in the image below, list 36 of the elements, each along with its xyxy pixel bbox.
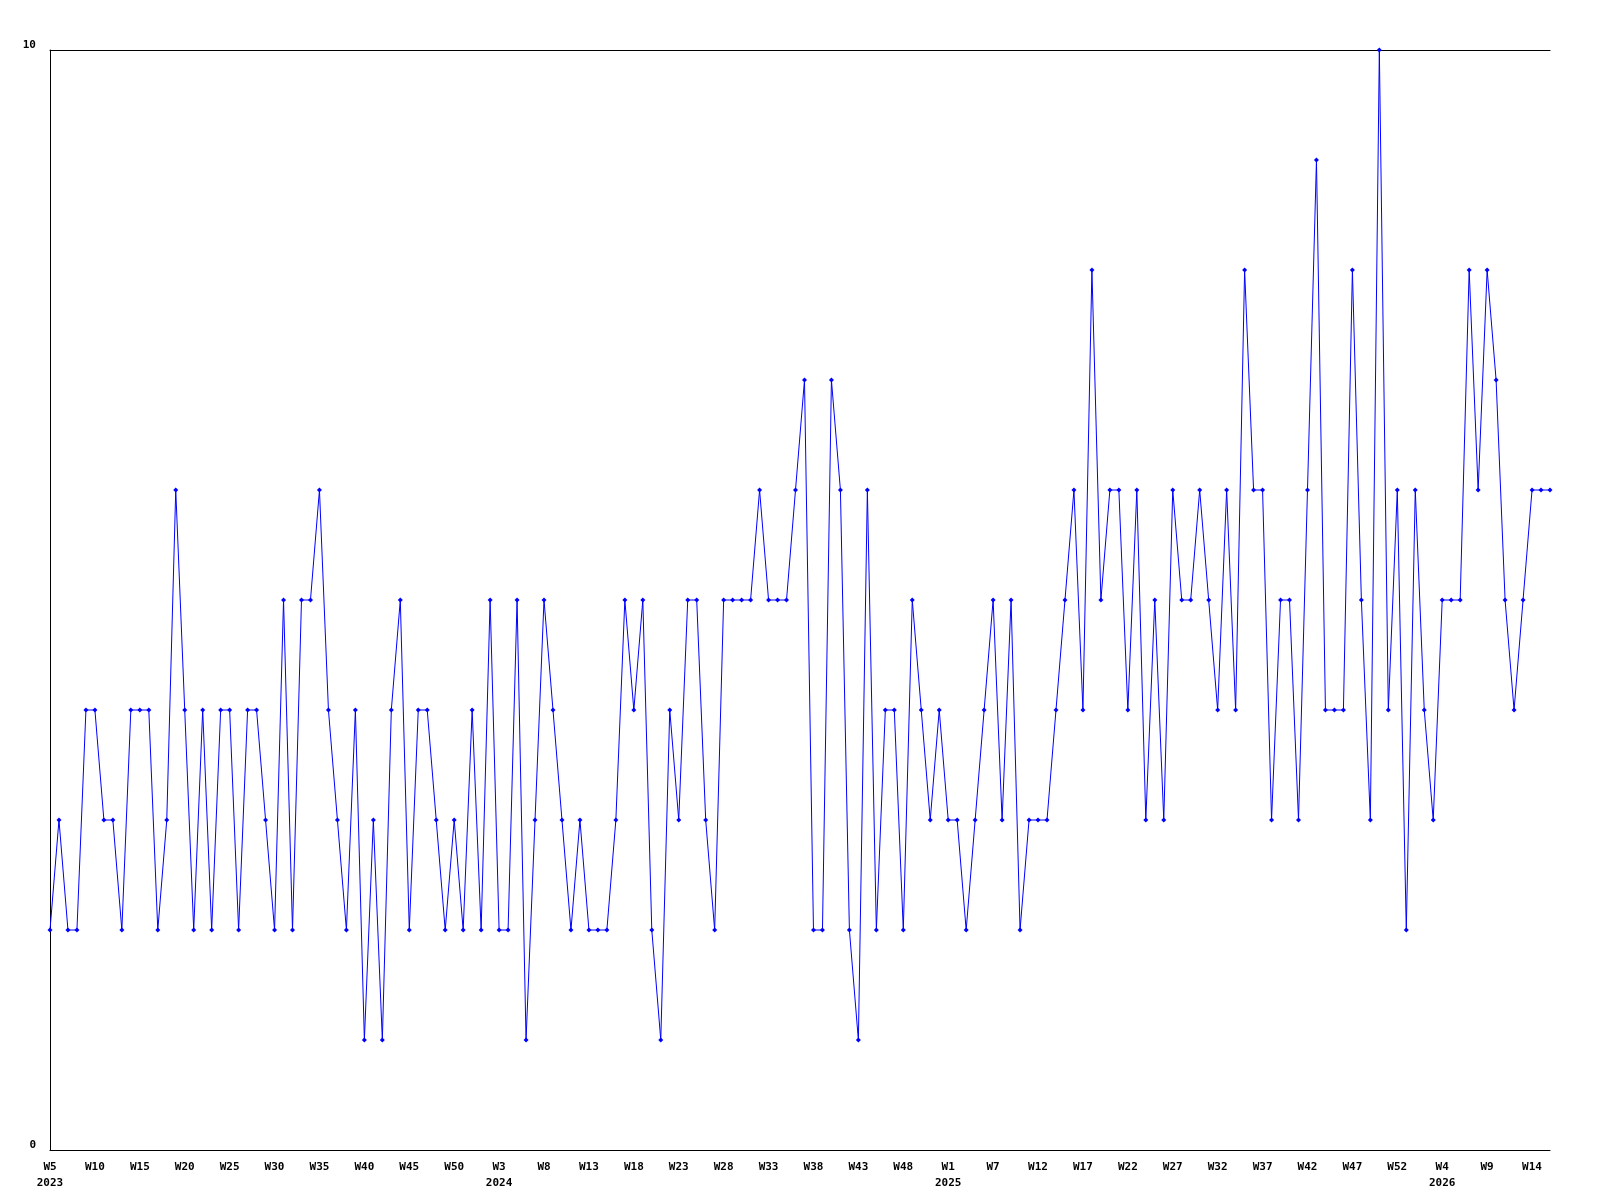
x-tick-label: W7 <box>986 1159 1000 1173</box>
x-tick-label: W43 <box>848 1159 869 1173</box>
x-tick-label: W13 <box>578 1159 599 1173</box>
x-tick-label: W18 <box>623 1159 644 1173</box>
x-tick-label: W47 <box>1342 1159 1363 1173</box>
x-tick-label: W14 <box>1522 1159 1543 1173</box>
x-tick-label: W4 2026 <box>1428 1159 1456 1189</box>
x-tick-label: W1 2025 <box>934 1159 962 1189</box>
x-tick-label: W10 <box>84 1159 105 1173</box>
x-tick-label: W9 <box>1480 1159 1494 1173</box>
x-tick-label: W5 2023 <box>36 1159 64 1189</box>
x-tick-label: W30 <box>264 1159 285 1173</box>
x-tick-label: W42 <box>1297 1159 1318 1173</box>
x-tick-label: W27 <box>1162 1159 1183 1173</box>
x-tick-label: W38 <box>803 1159 824 1173</box>
x-tick-label: W22 <box>1117 1159 1138 1173</box>
x-tick-label: W15 <box>129 1159 150 1173</box>
x-tick-label: W28 <box>713 1159 734 1173</box>
x-tick-label: W12 <box>1028 1159 1048 1173</box>
x-tick-label: W35 <box>309 1159 330 1173</box>
x-tick-label: W25 <box>219 1159 240 1173</box>
x-tick-label: W23 <box>668 1159 689 1173</box>
x-tick-label: W3 2024 <box>485 1159 513 1189</box>
x-tick-label: W32 <box>1207 1159 1228 1173</box>
y-tick-label: 10 <box>22 38 36 51</box>
x-tick-label: W50 <box>444 1159 465 1173</box>
x-tick-label: W40 <box>354 1159 375 1173</box>
x-tick-label: W37 <box>1252 1159 1273 1173</box>
x-tick-label: W8 <box>537 1159 551 1173</box>
x-tick-label: W17 <box>1073 1159 1093 1173</box>
x-tick-label: W33 <box>758 1159 779 1173</box>
x-tick-label: W48 <box>893 1159 914 1173</box>
x-tick-label: W45 <box>399 1159 420 1173</box>
x-tick-label: W20 <box>174 1159 195 1173</box>
y-tick-label: 0 <box>29 1138 36 1151</box>
x-tick-label: W52 <box>1387 1159 1408 1173</box>
